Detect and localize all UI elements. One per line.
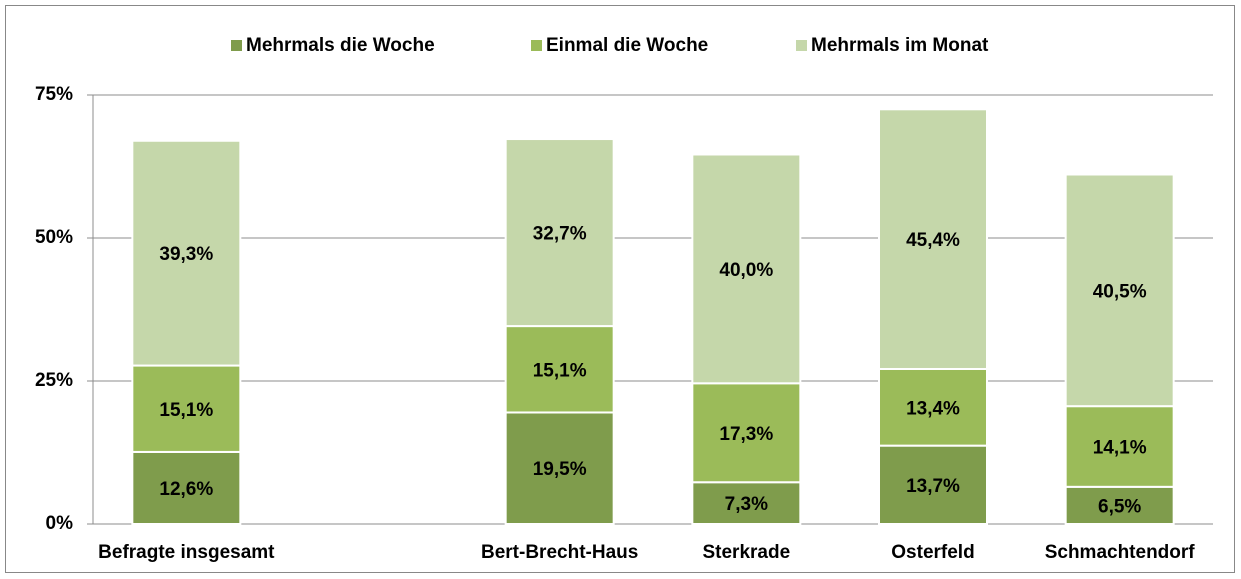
x-tick-label: Schmachtendorf — [1045, 542, 1196, 563]
x-tick-label: Bert-Brecht-Haus — [481, 542, 638, 563]
bar-segment — [1064, 485, 1175, 526]
bar-segment — [691, 153, 802, 385]
bar-segment — [878, 108, 988, 370]
data-label: 15,1% — [159, 400, 213, 421]
bar-segment — [691, 382, 802, 484]
legend-swatch — [231, 40, 242, 51]
data-label: 6,5% — [1098, 496, 1141, 517]
x-tick-label: Osterfeld — [891, 542, 974, 563]
bar-segment — [1064, 173, 1175, 408]
data-label: 14,1% — [1093, 438, 1147, 459]
bar-segment — [691, 481, 802, 525]
bar-segment — [131, 450, 242, 526]
x-tick-label: Sterkrade — [702, 542, 790, 563]
x-tick-label: Befragte insgesamt — [98, 542, 275, 563]
bar-segment — [504, 138, 615, 328]
data-label: 7,3% — [725, 494, 768, 515]
data-label: 45,4% — [906, 230, 960, 251]
legend-label: Mehrmals im Monat — [811, 35, 989, 56]
legend-label: Einmal die Woche — [546, 35, 708, 56]
y-tick-label: 75% — [35, 84, 73, 105]
bar-segment — [1064, 405, 1175, 488]
bar-segment — [131, 139, 242, 367]
y-tick-label: 0% — [46, 513, 74, 534]
y-tick-label: 50% — [35, 227, 73, 248]
legend-swatch — [531, 40, 542, 51]
data-label: 17,3% — [719, 424, 773, 445]
data-label: 13,4% — [906, 398, 960, 419]
data-label: 19,5% — [533, 459, 587, 480]
bar-segment — [878, 367, 988, 447]
data-label: 13,7% — [906, 476, 960, 497]
legend-label: Mehrmals die Woche — [246, 35, 435, 56]
data-label: 12,6% — [159, 479, 213, 500]
data-label: 40,0% — [719, 260, 773, 281]
y-tick-label: 25% — [35, 370, 73, 391]
data-label: 39,3% — [159, 244, 213, 265]
legend-swatch — [796, 40, 807, 51]
data-label: 40,5% — [1093, 281, 1147, 302]
data-label: 32,7% — [533, 224, 587, 245]
data-label: 15,1% — [533, 360, 587, 381]
